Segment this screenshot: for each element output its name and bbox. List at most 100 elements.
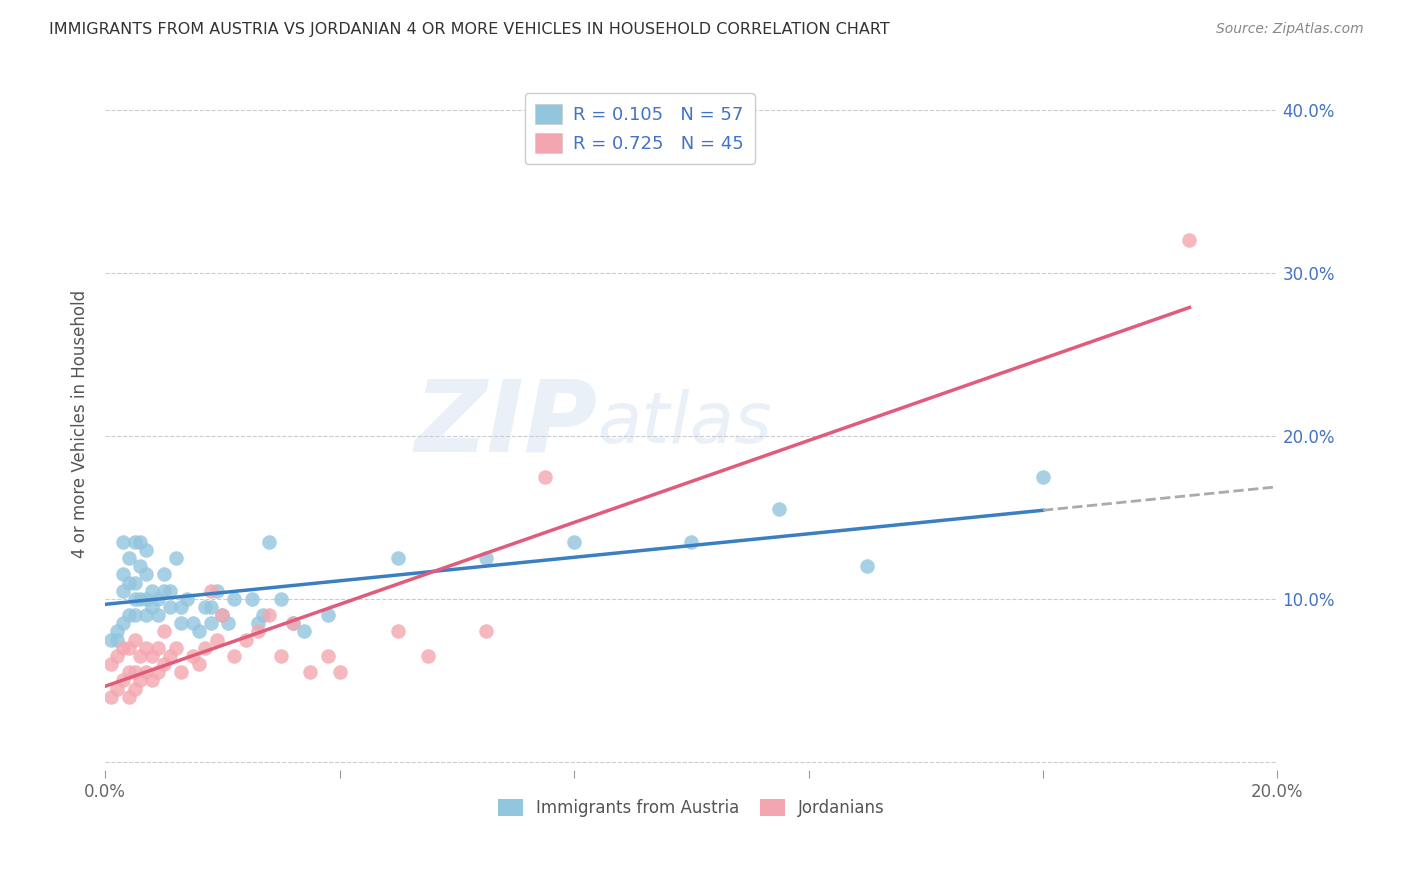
Point — [111, 567, 134, 582]
Point — [105, 648, 128, 663]
Point — [1032, 469, 1054, 483]
Point — [329, 665, 352, 680]
Point — [181, 648, 204, 663]
Point — [188, 657, 211, 671]
Point — [146, 665, 169, 680]
Point — [188, 624, 211, 639]
Point — [217, 616, 239, 631]
Text: Source: ZipAtlas.com: Source: ZipAtlas.com — [1216, 22, 1364, 37]
Point — [100, 690, 122, 704]
Point — [124, 534, 146, 549]
Point — [124, 591, 146, 606]
Point — [118, 551, 141, 566]
Point — [200, 600, 222, 615]
Point — [224, 591, 246, 606]
Point — [141, 583, 163, 598]
Point — [170, 665, 193, 680]
Point — [100, 657, 122, 671]
Point — [259, 608, 281, 623]
Point — [533, 469, 555, 483]
Point — [176, 591, 198, 606]
Point — [124, 575, 146, 590]
Point — [562, 534, 585, 549]
Point — [205, 632, 228, 647]
Point — [146, 640, 169, 655]
Point — [294, 624, 316, 639]
Point — [170, 616, 193, 631]
Text: atlas: atlas — [598, 389, 772, 458]
Point — [111, 534, 134, 549]
Point — [129, 559, 152, 574]
Point — [1178, 234, 1201, 248]
Point — [118, 690, 141, 704]
Point — [124, 608, 146, 623]
Point — [205, 583, 228, 598]
Point — [281, 616, 304, 631]
Point — [252, 608, 274, 623]
Point — [153, 567, 176, 582]
Point — [246, 624, 269, 639]
Point — [146, 591, 169, 606]
Point — [475, 624, 498, 639]
Point — [141, 648, 163, 663]
Point — [135, 567, 157, 582]
Point — [153, 657, 176, 671]
Point — [170, 600, 193, 615]
Point — [856, 559, 879, 574]
Point — [129, 534, 152, 549]
Point — [111, 673, 134, 688]
Point — [118, 575, 141, 590]
Point — [146, 608, 169, 623]
Point — [387, 551, 409, 566]
Point — [105, 624, 128, 639]
Point — [118, 640, 141, 655]
Point — [124, 681, 146, 696]
Point — [159, 583, 181, 598]
Point — [316, 648, 339, 663]
Point — [159, 600, 181, 615]
Point — [270, 648, 292, 663]
Point — [135, 543, 157, 558]
Point — [768, 502, 790, 516]
Point — [259, 534, 281, 549]
Point — [105, 681, 128, 696]
Point — [153, 583, 176, 598]
Point — [111, 640, 134, 655]
Point — [235, 632, 257, 647]
Point — [299, 665, 322, 680]
Point — [165, 640, 187, 655]
Y-axis label: 4 or more Vehicles in Household: 4 or more Vehicles in Household — [72, 290, 89, 558]
Point — [124, 632, 146, 647]
Point — [105, 632, 128, 647]
Point — [181, 616, 204, 631]
Point — [194, 640, 217, 655]
Point — [124, 665, 146, 680]
Point — [246, 616, 269, 631]
Point — [387, 624, 409, 639]
Point — [159, 648, 181, 663]
Point — [165, 551, 187, 566]
Point — [129, 591, 152, 606]
Text: ZIP: ZIP — [415, 376, 598, 472]
Point — [129, 648, 152, 663]
Point — [129, 673, 152, 688]
Point — [211, 608, 233, 623]
Point — [141, 600, 163, 615]
Point — [475, 551, 498, 566]
Point — [224, 648, 246, 663]
Point — [118, 608, 141, 623]
Point — [111, 583, 134, 598]
Point — [316, 608, 339, 623]
Point — [135, 591, 157, 606]
Point — [111, 616, 134, 631]
Point — [200, 616, 222, 631]
Point — [141, 673, 163, 688]
Point — [100, 632, 122, 647]
Point — [135, 608, 157, 623]
Point — [135, 665, 157, 680]
Point — [118, 665, 141, 680]
Point — [200, 583, 222, 598]
Point — [270, 591, 292, 606]
Point — [681, 534, 703, 549]
Point — [211, 608, 233, 623]
